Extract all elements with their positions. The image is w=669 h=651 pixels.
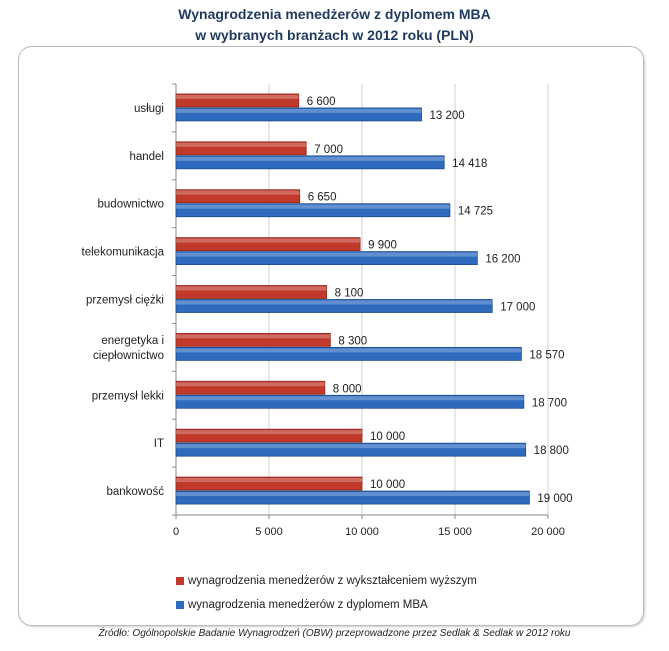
bar-higher-education — [175, 332, 331, 347]
bar-mba — [175, 203, 451, 218]
bar-higher-education — [175, 189, 301, 204]
data-label: 8 300 — [338, 335, 367, 347]
data-label: 10 000 — [370, 479, 405, 491]
bar-higher-education — [175, 428, 363, 443]
bar-mba — [175, 155, 445, 170]
category-label: energetyka i — [101, 335, 164, 347]
bar-highlight — [176, 334, 331, 339]
bar-highlight — [176, 444, 526, 449]
bar-mba — [175, 251, 478, 266]
x-tick-label: 15 000 — [438, 526, 472, 538]
bar-higher-education — [175, 476, 363, 491]
bar-highlight — [176, 478, 362, 483]
category-label: IT — [154, 438, 164, 450]
bar-highlight — [176, 142, 307, 147]
bar-highlight — [176, 492, 530, 497]
bar-higher-education — [175, 380, 326, 395]
bar-mba — [175, 394, 525, 409]
data-label: 9 900 — [368, 240, 397, 252]
data-label: 8 100 — [335, 288, 364, 300]
legend-label: wynagrodzenia menedżerów z wykształcenie… — [188, 575, 477, 587]
data-label: 10 000 — [370, 431, 405, 443]
source-note: Źródło: Ogólnopolskie Badanie Wynagrodze… — [98, 628, 571, 639]
title-line-1: Wynagrodzenia menedżerów z dyplomem MBA — [178, 6, 491, 22]
bar-highlight — [176, 94, 299, 99]
bar-highlight — [176, 204, 450, 209]
bar-highlight — [176, 190, 300, 195]
data-label: 6 600 — [307, 96, 336, 108]
bar-highlight — [176, 252, 478, 257]
bar-highlight — [176, 382, 325, 387]
bar-highlight — [176, 286, 327, 291]
x-tick-label: 20 000 — [531, 526, 565, 538]
bar-mba — [175, 442, 527, 457]
data-label: 8 000 — [333, 383, 362, 395]
data-label: 16 200 — [485, 254, 520, 266]
bar-highlight — [176, 348, 522, 353]
bar-mba — [175, 107, 422, 122]
x-tick-label: 10 000 — [345, 526, 379, 538]
title-line-2: w wybranych branżach w 2012 roku (PLN) — [195, 27, 474, 43]
data-label: 18 800 — [534, 445, 569, 457]
x-tick-label: 0 — [173, 526, 179, 538]
data-label: 19 000 — [537, 493, 572, 505]
bar-highlight — [176, 238, 361, 243]
legend-label: wynagrodzenia menedżerów z dyplomem MBA — [188, 599, 428, 611]
bar-higher-education — [175, 93, 300, 108]
legend-swatch-red — [176, 577, 184, 585]
bar-highlight — [176, 156, 445, 161]
legend-item-higher-education: wynagrodzenia menedżerów z wykształcenie… — [176, 575, 477, 587]
data-label: 13 200 — [430, 110, 465, 122]
data-label: 18 570 — [529, 349, 564, 361]
bar-mba — [175, 299, 493, 313]
legend-swatch-blue — [176, 601, 184, 609]
category-label: ciepłownictwo — [93, 350, 164, 362]
bar-mba — [175, 490, 530, 505]
bar-highlight — [176, 108, 422, 113]
category-label: budownictwo — [98, 199, 164, 211]
bar-highlight — [176, 300, 493, 305]
bar-higher-education — [175, 285, 328, 299]
data-label: 14 725 — [458, 206, 493, 218]
category-label: handel — [129, 151, 164, 163]
x-tick-label: 5 000 — [255, 526, 283, 538]
bar-mba — [175, 346, 522, 361]
bar-highlight — [176, 396, 524, 401]
data-label: 14 418 — [452, 158, 487, 170]
bar-highlight — [176, 430, 362, 435]
category-label: bankowość — [106, 486, 164, 498]
category-label: przemysł lekki — [92, 390, 164, 402]
chart-title: Wynagrodzenia menedżerów z dyplomem MBA … — [0, 4, 669, 46]
category-label: telekomunikacja — [82, 247, 165, 259]
category-label: przemysł ciężki — [86, 295, 164, 307]
legend-item-mba: wynagrodzenia menedżerów z dyplomem MBA — [176, 599, 428, 611]
data-label: 18 700 — [532, 397, 567, 409]
data-label: 17 000 — [500, 302, 535, 314]
data-label: 6 650 — [308, 192, 337, 204]
bar-higher-education — [175, 141, 307, 156]
bar-higher-education — [175, 237, 361, 252]
chart-frame — [18, 46, 644, 626]
category-label: usługi — [134, 103, 164, 115]
data-label: 7 000 — [314, 144, 343, 156]
